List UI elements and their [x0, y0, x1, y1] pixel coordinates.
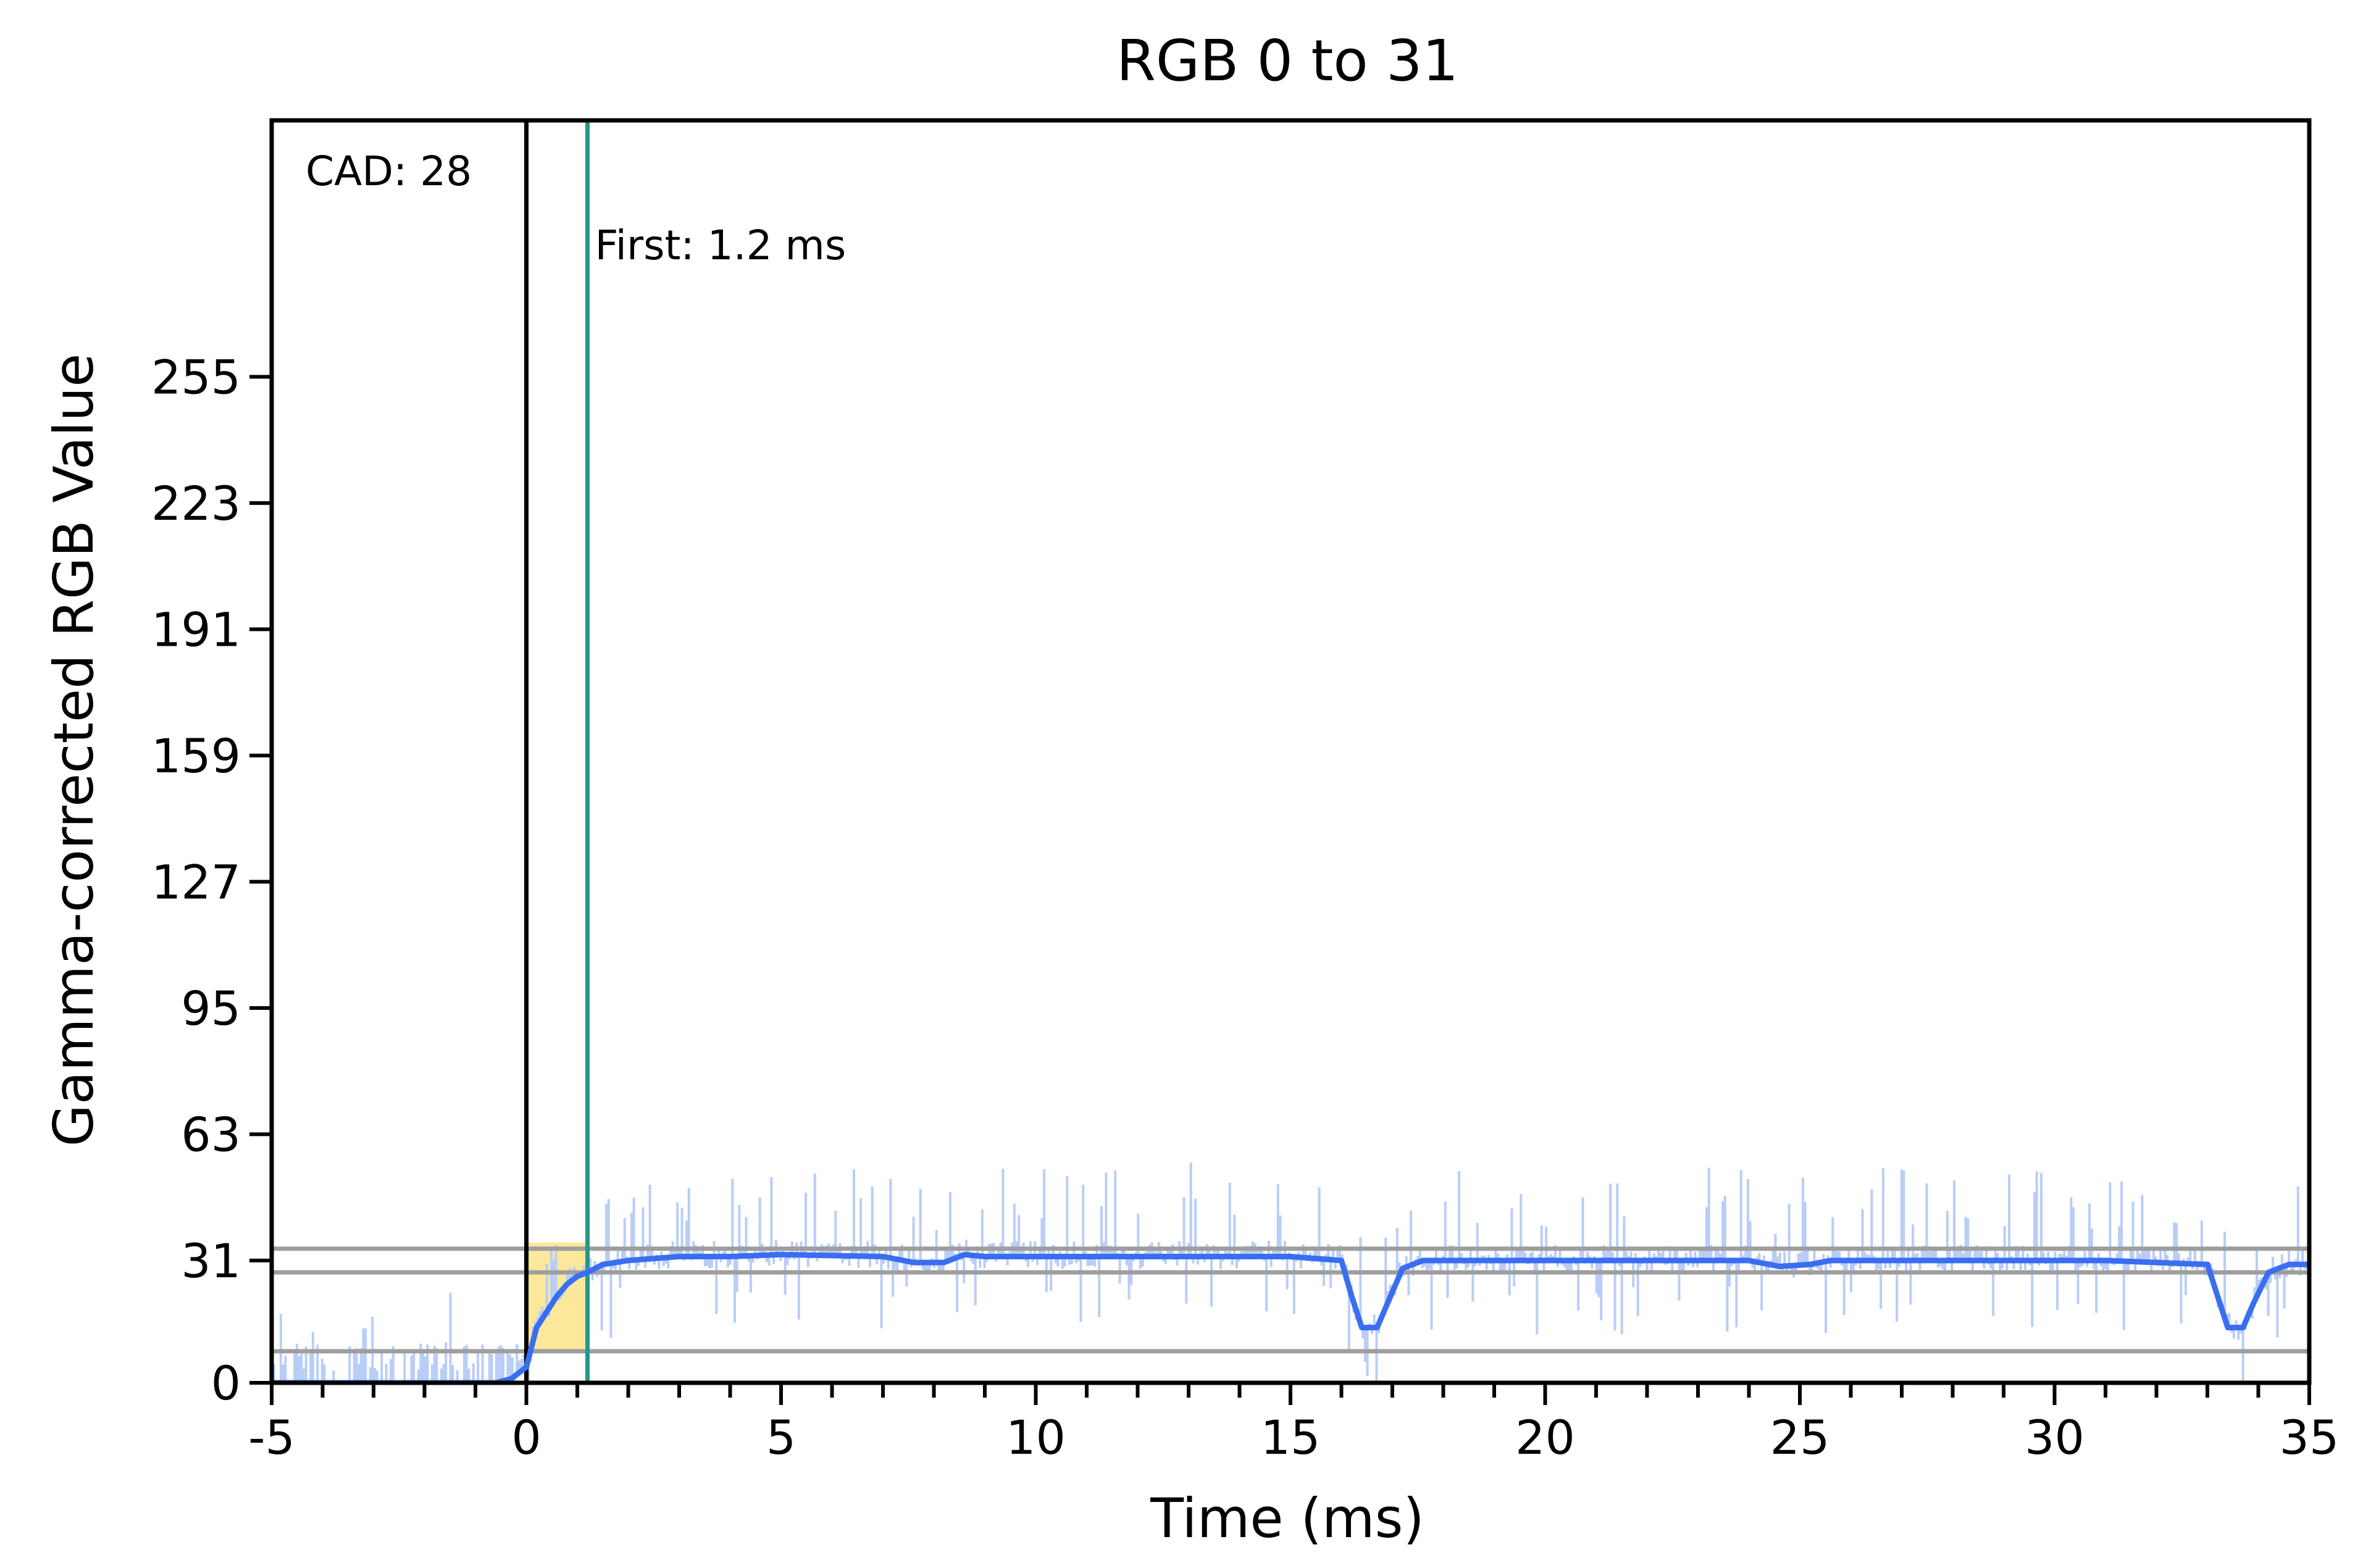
- x-tick-label: 20: [1515, 1410, 1575, 1465]
- y-tick-label: 95: [181, 981, 241, 1036]
- x-tick-label: 5: [766, 1410, 796, 1465]
- x-tick-label: 0: [511, 1410, 541, 1465]
- chart-title: RGB 0 to 31: [1116, 28, 1458, 94]
- x-tick-label: 35: [2280, 1410, 2340, 1465]
- y-tick-label: 159: [151, 728, 241, 783]
- first-response-annotation: First: 1.2 ms: [595, 222, 847, 269]
- plot-area: -5 0 5 10 15 20 25 30 350316395127159191223255CA…: [151, 118, 2340, 1465]
- y-tick-label: 31: [181, 1233, 241, 1288]
- x-tick-label: 15: [1261, 1410, 1321, 1465]
- y-tick-label: 223: [151, 476, 241, 531]
- x-tick-label: -5: [248, 1410, 295, 1465]
- plot-inner: [272, 120, 2309, 1383]
- x-tick-label: 10: [1006, 1410, 1066, 1465]
- y-axis-label: Gamma-corrected RGB Value: [42, 354, 106, 1147]
- y-tick-label: 191: [151, 602, 241, 657]
- y-tick-label: 255: [151, 349, 241, 404]
- x-tick-label: 30: [2025, 1410, 2085, 1465]
- y-tick-label: 0: [211, 1356, 241, 1411]
- series-line: [272, 1251, 2309, 1383]
- y-tick-label: 63: [181, 1107, 241, 1162]
- cad-annotation: CAD: 28: [306, 148, 472, 195]
- x-tick-label: 25: [1770, 1410, 1830, 1465]
- x-axis-label: Time (ms): [1150, 1487, 1424, 1550]
- y-tick-label: 127: [151, 854, 241, 909]
- plot-frame: [269, 118, 2312, 1385]
